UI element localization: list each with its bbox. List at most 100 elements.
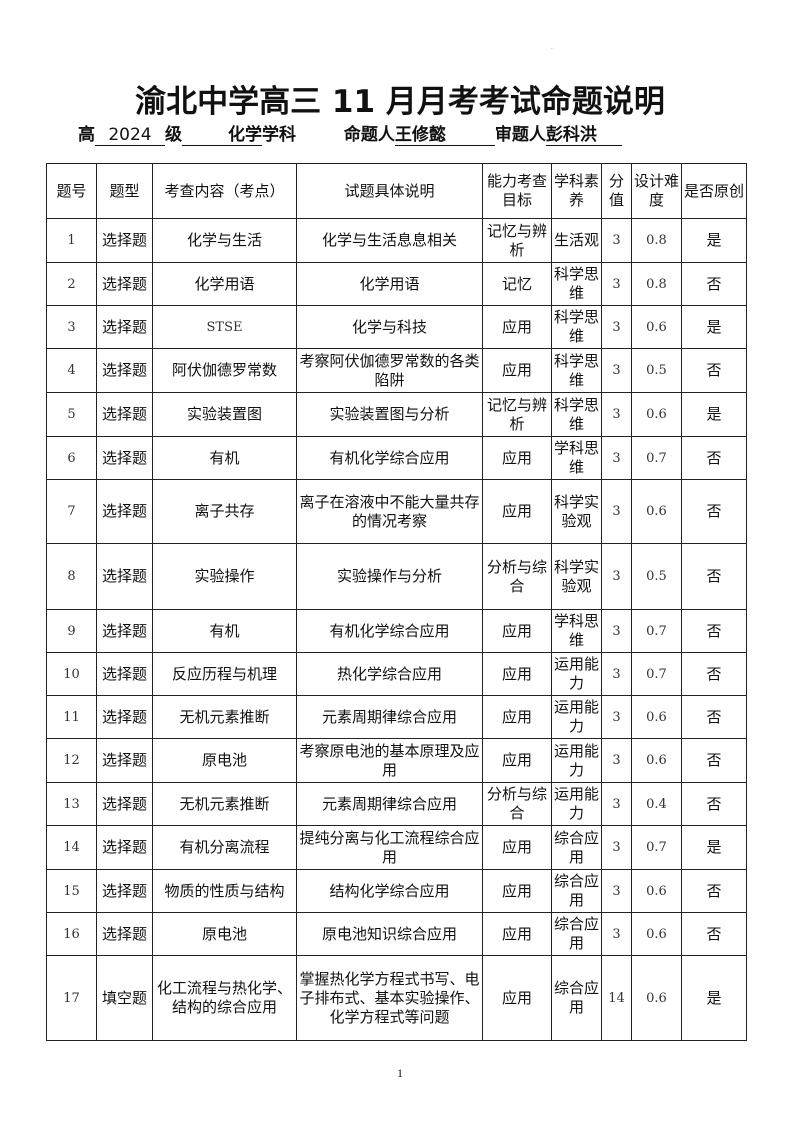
table-cell: 选择题 [96,609,153,653]
table-cell: 17 [46,955,97,1041]
page-title: 渝北中学高三 11 月月考考试命题说明 [135,84,665,120]
table-cell: 应用 [482,695,552,739]
table-cell: 0.8 [631,218,682,263]
column-header: 是否原创 [681,163,747,219]
table-row: 15 选择题 物质的性质与结构 结构化学综合应用 应用 综合应用 3 0.6 否 [46,869,747,913]
table-cell: 选择题 [96,348,153,393]
table-cell: 0.7 [631,436,682,480]
table-row: 11 选择题 无机元素推断 元素周期律综合应用 应用 运用能力 3 0.6 否 [46,695,747,739]
table-cell: 3 [601,262,632,306]
table-row: 4 选择题 阿伏伽德罗常数 考察阿伏伽德罗常数的各类陷阱 应用 科学思维 3 0.5 否 [46,348,747,393]
table-cell: 选择题 [96,479,153,544]
table-cell: 3 [601,218,632,263]
table-cell: 是 [681,305,747,349]
table-cell: 3 [601,392,632,437]
table-cell: 3 [601,436,632,480]
table-cell: 记忆与辨析 [482,218,552,263]
table-cell: 3 [601,348,632,393]
table-cell: 选择题 [96,782,153,826]
table-cell: 5 [46,392,97,437]
exam-spec-table: 题号 题型 考查内容（考点） 试题具体说明 能力考查目标 学科素养 分值 设计难度 是否原创 1… [46,163,747,1041]
table-cell: 0.6 [631,955,682,1041]
table-cell: 3 [601,543,632,610]
table-cell: 选择题 [96,695,153,739]
table-row: 14 选择题 有机分离流程 提纯分离与化工流程综合应用 应用 综合应用 3 0.7 是 [46,825,747,870]
table-cell: 生活观 [551,218,602,263]
speck: . [551,44,553,51]
table-cell: 11 [46,695,97,739]
table-cell: 化学用语 [296,262,483,306]
table-cell: 0.6 [631,738,682,783]
table-cell: 物质的性质与结构 [152,869,297,913]
table-cell: 是 [681,955,747,1041]
table-cell: 3 [601,652,632,696]
table-cell: 实验操作 [152,543,297,610]
table-cell: 科学实验观 [551,479,602,544]
table-cell: 综合应用 [551,955,602,1041]
table-cell: 7 [46,479,97,544]
table-cell: 0.4 [631,782,682,826]
table-cell: 0.6 [631,392,682,437]
table-cell: 否 [681,652,747,696]
table-cell: 综合应用 [551,912,602,956]
table-cell: 3 [601,912,632,956]
table-cell: 记忆 [482,262,552,306]
table-cell: 有机化学综合应用 [296,609,483,653]
table-cell: 选择题 [96,912,153,956]
table-cell: 运用能力 [551,738,602,783]
table-cell: 13 [46,782,97,826]
table-cell: 应用 [482,955,552,1041]
table-cell: 选择题 [96,436,153,480]
table-row: 3 选择题 STSE 化学与科技 应用 科学思维 3 0.6 是 [46,305,747,349]
table-cell: 14 [601,955,632,1041]
table-cell: 应用 [482,609,552,653]
table-header-row: 题号 题型 考查内容（考点） 试题具体说明 能力考查目标 学科素养 分值 设计难度 是否原创 [46,163,747,219]
grade-prefix: 高 [78,125,95,145]
column-header: 考查内容（考点） [152,163,297,219]
table-cell: 科学思维 [551,348,602,393]
table-cell: 否 [681,609,747,653]
table-cell: 科学思维 [551,262,602,306]
table-cell: 否 [681,782,747,826]
table-cell: 阿伏伽德罗常数 [152,348,297,393]
table-cell: 应用 [482,436,552,480]
table-cell: 4 [46,348,97,393]
table-cell: 0.6 [631,479,682,544]
column-header: 题号 [46,163,97,219]
table-cell: 有机 [152,436,297,480]
table-cell: 应用 [482,479,552,544]
table-cell: 8 [46,543,97,610]
table-cell: 选择题 [96,869,153,913]
table-cell: 离子共存 [152,479,297,544]
author-label: 命题人 [343,125,395,145]
table-cell: 2 [46,262,97,306]
table-cell: 学科思维 [551,609,602,653]
table-cell: 元素周期律综合应用 [296,695,483,739]
grade-value: 2024 [95,125,165,146]
table-cell: 0.5 [631,348,682,393]
table-cell: 3 [601,825,632,870]
column-header: 分值 [601,163,632,219]
reviewer-label: 审题人 [494,125,546,145]
table-cell: 否 [681,262,747,306]
table-cell: 离子在溶液中不能大量共存的情况考察 [296,479,483,544]
table-cell: 否 [681,348,747,393]
table-cell: 原电池 [152,738,297,783]
table-cell: 考察阿伏伽德罗常数的各类陷阱 [296,348,483,393]
author-value: 王修懿 [394,125,495,146]
table-cell: 0.5 [631,543,682,610]
column-header: 学科素养 [551,163,602,219]
table-cell: 实验装置图 [152,392,297,437]
table-cell: 化学与生活息息相关 [296,218,483,263]
table-cell: 选择题 [96,262,153,306]
subject-value: 化学 [182,125,262,146]
table-row: 9 选择题 有机 有机化学综合应用 应用 学科思维 3 0.7 否 [46,609,747,653]
table-cell: 实验操作与分析 [296,543,483,610]
table-cell: 3 [601,305,632,349]
table-row: 6 选择题 有机 有机化学综合应用 应用 学科思维 3 0.7 否 [46,436,747,480]
table-cell: 3 [601,479,632,544]
table-cell: 否 [681,436,747,480]
table-cell: 3 [601,738,632,783]
table-cell: 应用 [482,912,552,956]
table-cell: 无机元素推断 [152,695,297,739]
